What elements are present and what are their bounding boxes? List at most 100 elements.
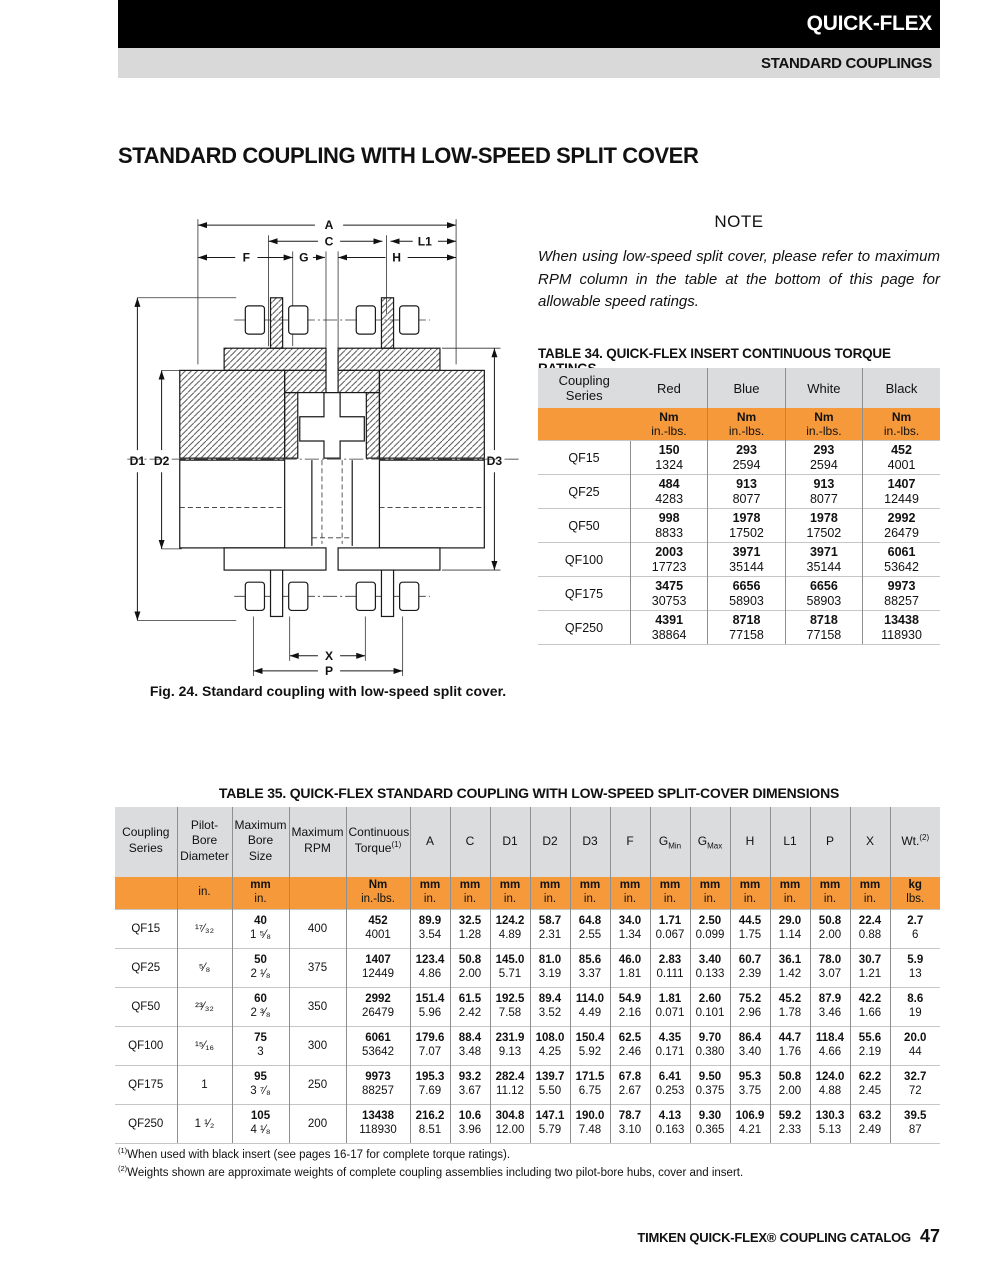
table34-unit-row: Nm in.-lbs. Nm in.-lbs. Nm in.-lbs. Nm i… xyxy=(538,408,940,441)
dim-gmax-cell: 9.70 0.380 xyxy=(689,1026,730,1066)
dim-label-p: P xyxy=(325,664,333,678)
dim-d2-cell: 108.0 4.25 xyxy=(529,1026,570,1066)
torque-cell-red: 998 8833 xyxy=(629,508,708,543)
table35-column-header: Coupling Series xyxy=(115,807,177,877)
dim-c-cell: 61.5 2.42 xyxy=(449,987,490,1027)
table34-unit-blank xyxy=(538,408,631,441)
table34-color-header: Red xyxy=(630,368,708,408)
max-bore-cell: 75 3 xyxy=(231,1026,289,1066)
max-rpm-cell: 200 xyxy=(288,1104,346,1144)
weight-cell: 39.5 87 xyxy=(889,1104,940,1144)
dim-x-cell: 42.2 1.66 xyxy=(849,987,890,1027)
dim-l1-cell: 45.2 1.78 xyxy=(769,987,810,1027)
dim-c-cell: 93.2 3.67 xyxy=(449,1065,490,1105)
table35-column-header: F xyxy=(609,807,650,877)
max-rpm-cell: 375 xyxy=(288,948,346,988)
torque-cell-red: 150 1324 xyxy=(629,440,708,475)
torque-cell-blue: 913 8077 xyxy=(707,474,786,509)
table35-column-header: H xyxy=(729,807,770,877)
table35-row: QF15 ¹⁷⁄₃₂ 40 1 ⁵⁄₈ 400 452 4001 89.9 3.54 … xyxy=(115,909,940,949)
dim-f-cell: 46.0 1.81 xyxy=(609,948,650,988)
torque-cell-black: 6061 53642 xyxy=(862,542,940,577)
footnote-1: (1)When used with black insert (see page… xyxy=(118,1146,511,1161)
dim-x-cell: 30.7 1.21 xyxy=(849,948,890,988)
dim-gmax-cell: 2.50 0.099 xyxy=(689,909,730,949)
table34-unit-cell: Nm in.-lbs. xyxy=(630,408,708,441)
dim-x-cell: 22.4 0.88 xyxy=(849,909,890,949)
table35-column-header: X xyxy=(849,807,890,877)
table34-row: QF175 3475 30753 6656 58903 6656 58903 9973… xyxy=(538,576,940,611)
torque-cell-blue: 1978 17502 xyxy=(707,508,786,543)
dim-gmin-cell: 4.13 0.163 xyxy=(649,1104,690,1144)
section-bar: STANDARD COUPLINGS xyxy=(118,48,940,78)
table35-row: QF50 ²³⁄₃₂ 60 2 ³⁄₈ 350 2992 26479 151.4 5.… xyxy=(115,987,940,1027)
table34-series-header: Coupling Series xyxy=(538,368,631,408)
table35-unit-cell: mm in. xyxy=(809,877,850,910)
series-cell: QF25 xyxy=(115,948,177,988)
pilot-bore-cell: ²³⁄₃₂ xyxy=(176,987,232,1027)
dim-label-f: F xyxy=(243,250,250,264)
dim-h-cell: 60.7 2.39 xyxy=(729,948,770,988)
torque-cell-red: 484 4283 xyxy=(629,474,708,509)
series-cell: QF175 xyxy=(115,1065,177,1105)
pilot-bore-cell: ¹⁵⁄₁₆ xyxy=(176,1026,232,1066)
dim-d3-cell: 114.0 4.49 xyxy=(569,987,610,1027)
dim-f-cell: 62.5 2.46 xyxy=(609,1026,650,1066)
table35-unit-cell xyxy=(288,877,346,910)
series-cell: QF175 xyxy=(538,576,631,611)
page-footer: TIMKEN QUICK-FLEX® COUPLING CATALOG 47 xyxy=(538,1226,940,1247)
weight-cell: 5.9 13 xyxy=(889,948,940,988)
table35-unit-cell: mm in. xyxy=(689,877,730,910)
weight-cell: 32.7 72 xyxy=(889,1065,940,1105)
torque-cell-white: 1978 17502 xyxy=(784,508,863,543)
table35-body: QF15 ¹⁷⁄₃₂ 40 1 ⁵⁄₈ 400 452 4001 89.9 3.54 … xyxy=(115,909,940,1144)
torque-cell: 1407 12449 xyxy=(345,948,410,988)
footer-title: TIMKEN QUICK-FLEX® COUPLING CATALOG xyxy=(637,1230,911,1245)
max-bore-cell: 95 3 ⁷⁄₈ xyxy=(231,1065,289,1105)
table35-unit-cell: mm in. xyxy=(649,877,690,910)
table34-row: QF100 2003 17723 3971 35144 3971 35144 6061… xyxy=(538,542,940,577)
table35-column-header: A xyxy=(409,807,450,877)
dim-d1-cell: 124.2 4.89 xyxy=(489,909,530,949)
dim-gmin-cell: 4.35 0.171 xyxy=(649,1026,690,1066)
dim-h-cell: 95.3 3.75 xyxy=(729,1065,770,1105)
dim-c-cell: 50.8 2.00 xyxy=(449,948,490,988)
dim-l1-cell: 29.0 1.14 xyxy=(769,909,810,949)
torque-cell: 452 4001 xyxy=(345,909,410,949)
table35-unit-cell: mm in. xyxy=(231,877,289,910)
pilot-bore-cell: ⁵⁄₈ xyxy=(176,948,232,988)
dim-d3-cell: 171.5 6.75 xyxy=(569,1065,610,1105)
torque-cell-blue: 3971 35144 xyxy=(707,542,786,577)
table35-unit-cell: mm in. xyxy=(569,877,610,910)
torque-cell-white: 913 8077 xyxy=(784,474,863,509)
max-bore-cell: 60 2 ³⁄₈ xyxy=(231,987,289,1027)
table35-row: QF250 1 ¹⁄₂ 105 4 ¹⁄₈ 200 13438 118930 216… xyxy=(115,1104,940,1144)
dim-d3-cell: 64.8 2.55 xyxy=(569,909,610,949)
section-title: STANDARD COUPLINGS xyxy=(761,54,932,72)
dim-d1-cell: 304.8 12.00 xyxy=(489,1104,530,1144)
weight-cell: 20.0 44 xyxy=(889,1026,940,1066)
dim-h-cell: 44.5 1.75 xyxy=(729,909,770,949)
table35-column-header: D1 xyxy=(489,807,530,877)
torque-cell-white: 3971 35144 xyxy=(784,542,863,577)
table35-column-header: Pilot-Bore Diameter xyxy=(176,807,232,877)
torque-cell-blue: 8718 77158 xyxy=(707,610,786,645)
note-title: NOTE xyxy=(714,212,764,231)
max-rpm-cell: 350 xyxy=(288,987,346,1027)
table34-header-row: Coupling Series Red Blue White Black xyxy=(538,368,940,408)
dim-d2-cell: 139.7 5.50 xyxy=(529,1065,570,1105)
table35-column-header: Maximum Bore Size xyxy=(231,807,289,877)
table35-unit-row: in. mm in. Nm in.-lbs. mm in. mm in. xyxy=(115,877,940,910)
table35-unit-cell: mm in. xyxy=(489,877,530,910)
series-cell: QF250 xyxy=(115,1104,177,1144)
table35-row: QF100 ¹⁵⁄₁₆ 75 3 300 6061 53642 179.6 7.07 … xyxy=(115,1026,940,1066)
table35-unit-cell: mm in. xyxy=(529,877,570,910)
max-bore-cell: 50 2 ¹⁄₈ xyxy=(231,948,289,988)
torque-cell: 9973 88257 xyxy=(345,1065,410,1105)
note-body: When using low-speed split cover, please… xyxy=(538,248,940,310)
table34-color-header: Black xyxy=(862,368,940,408)
table35-unit-cell: kg lbs. xyxy=(889,877,940,910)
table35-column-header: Continuous Torque(1) xyxy=(345,807,410,877)
dim-label-d2: D2 xyxy=(154,454,170,468)
dim-l1-cell: 36.1 1.42 xyxy=(769,948,810,988)
